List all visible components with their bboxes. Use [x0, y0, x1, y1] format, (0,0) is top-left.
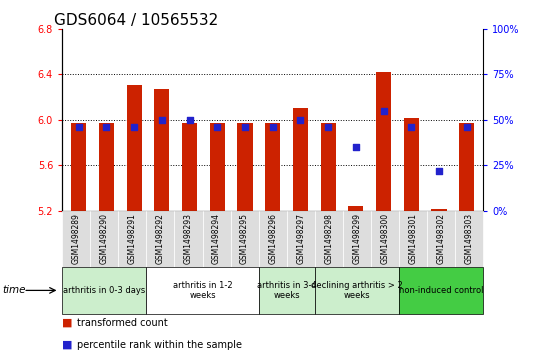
Bar: [376, 72, 391, 211]
Bar: [238, 123, 253, 211]
Text: percentile rank within the sample: percentile rank within the sample: [77, 340, 242, 350]
Text: GSM1498299: GSM1498299: [353, 213, 361, 264]
Text: GSM1498302: GSM1498302: [437, 213, 445, 264]
Point: [213, 124, 221, 130]
Text: GSM1498303: GSM1498303: [465, 213, 474, 264]
Point: [102, 124, 111, 130]
Bar: [321, 123, 336, 211]
Text: GSM1498290: GSM1498290: [100, 213, 109, 264]
Text: GSM1498297: GSM1498297: [296, 213, 305, 264]
Text: GSM1498291: GSM1498291: [128, 213, 137, 264]
Point: [407, 124, 416, 130]
Text: GSM1498296: GSM1498296: [268, 213, 277, 264]
Text: GSM1498298: GSM1498298: [325, 213, 333, 264]
Point: [185, 117, 194, 123]
Text: GSM1498301: GSM1498301: [409, 213, 417, 264]
Bar: [403, 118, 419, 211]
Text: arthritis in 1-2
weeks: arthritis in 1-2 weeks: [173, 281, 232, 300]
Point: [352, 144, 360, 150]
Text: GSM1498289: GSM1498289: [72, 213, 80, 264]
Bar: [210, 123, 225, 211]
Point: [296, 117, 305, 123]
Bar: [265, 123, 280, 211]
Point: [75, 124, 83, 130]
Point: [158, 117, 166, 123]
Text: GSM1498292: GSM1498292: [156, 213, 165, 264]
Text: arthritis in 0-3 days: arthritis in 0-3 days: [63, 286, 145, 295]
Point: [435, 168, 443, 174]
Text: GDS6064 / 10565532: GDS6064 / 10565532: [53, 13, 218, 28]
Bar: [154, 89, 170, 211]
Bar: [431, 209, 447, 211]
Text: GSM1498300: GSM1498300: [381, 213, 389, 264]
Text: ■: ■: [62, 340, 72, 350]
Bar: [459, 123, 474, 211]
Point: [241, 124, 249, 130]
Text: GSM1498294: GSM1498294: [212, 213, 221, 264]
Text: arthritis in 3-4
weeks: arthritis in 3-4 weeks: [257, 281, 316, 300]
Text: GSM1498293: GSM1498293: [184, 213, 193, 264]
Text: time: time: [3, 285, 26, 295]
Text: declining arthritis > 2
weeks: declining arthritis > 2 weeks: [311, 281, 403, 300]
Bar: [293, 109, 308, 211]
Point: [130, 124, 138, 130]
Text: GSM1498295: GSM1498295: [240, 213, 249, 264]
Bar: [99, 123, 114, 211]
Text: transformed count: transformed count: [77, 318, 168, 328]
Text: ■: ■: [62, 318, 72, 328]
Point: [379, 108, 388, 114]
Bar: [126, 85, 142, 211]
Point: [462, 124, 471, 130]
Bar: [348, 206, 363, 211]
Point: [324, 124, 333, 130]
Text: non-induced control: non-induced control: [399, 286, 483, 295]
Bar: [71, 123, 86, 211]
Bar: [182, 123, 197, 211]
Point: [268, 124, 277, 130]
